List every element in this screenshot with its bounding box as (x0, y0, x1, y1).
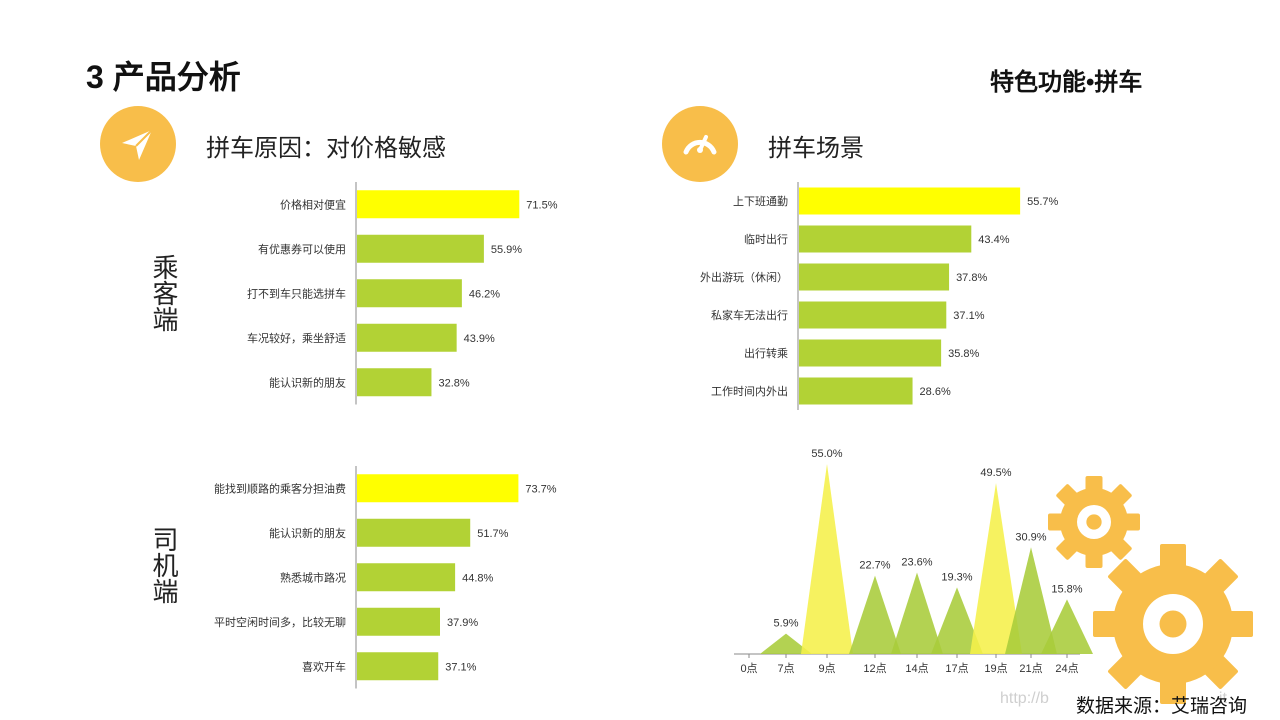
bar (799, 187, 1021, 215)
x-tick-label: 14点 (905, 662, 928, 675)
value-label: 37.8% (956, 272, 987, 284)
value-label: 32.8% (438, 377, 469, 389)
bar (357, 234, 484, 263)
value-label: 37.1% (445, 661, 476, 673)
category-label: 喜欢开车 (302, 659, 346, 673)
x-tick-label: 12点 (863, 662, 886, 675)
category-label: 平时空闲时间多，比较无聊 (214, 615, 346, 629)
peak-value-label: 30.9% (1015, 531, 1046, 543)
send-arrow-icon (100, 106, 176, 182)
right-section-title: 拼车场景 (768, 135, 864, 162)
value-label: 37.9% (447, 617, 478, 629)
hourly-distribution-chart: 5.9% 55.0% 22.7% 23.6% 19.3% 49.5% 30.9% 15.8% 0… (734, 448, 1093, 675)
bar (799, 377, 913, 405)
passenger-side-label: 乘客端 (149, 254, 179, 332)
value-label: 44.8% (462, 572, 493, 584)
category-label: 车况较好，乘坐舒适 (247, 331, 346, 345)
x-tick-label: 7点 (777, 662, 794, 675)
peak-area (891, 572, 943, 654)
bar (799, 339, 942, 367)
value-label: 73.7% (525, 483, 556, 495)
category-label: 能认识新的朋友 (269, 375, 346, 389)
value-label: 55.7% (1027, 196, 1058, 208)
bar (357, 323, 457, 352)
bar (357, 474, 519, 503)
gear-decoration (1048, 476, 1253, 704)
bar (357, 279, 462, 308)
category-label: 上下班通勤 (733, 195, 788, 208)
carpool-scenes-chart: 上下班通勤 55.7% 临时出行 43.4% 外出游玩（休闲） 37.8% 私家车无法出行 3… (700, 182, 1059, 410)
category-label: 工作时间内外出 (711, 384, 788, 398)
peak-value-label: 5.9% (773, 618, 798, 630)
watermark: http://b it (1000, 690, 1227, 707)
left-section-title: 拼车原因：对价格敏感 (206, 135, 446, 162)
x-tick-label: 19点 (984, 662, 1007, 675)
bar (799, 301, 947, 329)
value-label: 43.9% (464, 333, 495, 345)
peak-area (760, 633, 812, 654)
driver-side-label: 司机端 (149, 526, 179, 604)
category-label: 能找到顺路的乘客分担油费 (214, 481, 346, 495)
value-label: 28.6% (920, 386, 951, 398)
peak-area (801, 464, 853, 654)
value-label: 37.1% (953, 310, 984, 322)
value-label: 55.9% (491, 244, 522, 256)
peak-area (931, 587, 983, 654)
peak-area (849, 575, 901, 654)
value-label: 51.7% (477, 528, 508, 540)
category-label: 能认识新的朋友 (269, 526, 346, 540)
bar (357, 607, 441, 636)
data-source: 数据来源：艾瑞咨询 (1076, 696, 1248, 717)
x-tick-label: 24点 (1055, 662, 1078, 675)
peak-value-label: 49.5% (980, 467, 1011, 479)
category-label: 有优惠券可以使用 (258, 242, 346, 256)
bar (357, 652, 439, 681)
gear-icon (1093, 544, 1253, 704)
value-label: 43.4% (978, 234, 1009, 246)
driver-reasons-chart: 能找到顺路的乘客分担油费 73.7% 能认识新的朋友 51.7% 熟悉城市路况 44.8%… (214, 466, 557, 689)
passenger-reasons-chart: 价格相对便宜 71.5% 有优惠券可以使用 55.9% 打不到车只能选拼车 46.2% 车况… (247, 182, 558, 405)
peak-area (1005, 547, 1057, 654)
peak-area (1041, 599, 1093, 654)
peak-area (970, 483, 1022, 654)
bar (799, 263, 950, 291)
category-label: 价格相对便宜 (280, 197, 346, 211)
peak-value-label: 23.6% (901, 556, 932, 568)
category-label: 打不到车只能选拼车 (247, 286, 346, 300)
value-label: 35.8% (948, 348, 979, 360)
bar (357, 190, 520, 219)
peak-value-label: 55.0% (811, 448, 842, 460)
value-label: 46.2% (469, 288, 500, 300)
category-label: 临时出行 (744, 232, 788, 246)
x-tick-label: 17点 (945, 662, 968, 675)
category-label: 外出游玩（休闲） (700, 270, 788, 284)
bar (799, 225, 972, 253)
x-tick-label: 0点 (740, 662, 757, 675)
peak-value-label: 19.3% (941, 571, 972, 583)
category-label: 私家车无法出行 (711, 308, 788, 322)
speedometer-icon (662, 106, 738, 182)
gear-icon (1048, 476, 1140, 568)
peak-value-label: 22.7% (859, 560, 890, 572)
bar (357, 518, 471, 547)
peak-value-label: 15.8% (1051, 583, 1082, 595)
feature-title: 特色功能•拼车 (990, 69, 1143, 96)
bar (357, 563, 456, 592)
x-tick-label: 21点 (1019, 662, 1042, 675)
category-label: 熟悉城市路况 (280, 570, 346, 584)
value-label: 71.5% (526, 199, 557, 211)
bar (357, 368, 432, 397)
category-label: 出行转乘 (744, 346, 788, 360)
x-tick-label: 9点 (818, 662, 835, 675)
page-title: 3 产品分析 (86, 59, 241, 95)
